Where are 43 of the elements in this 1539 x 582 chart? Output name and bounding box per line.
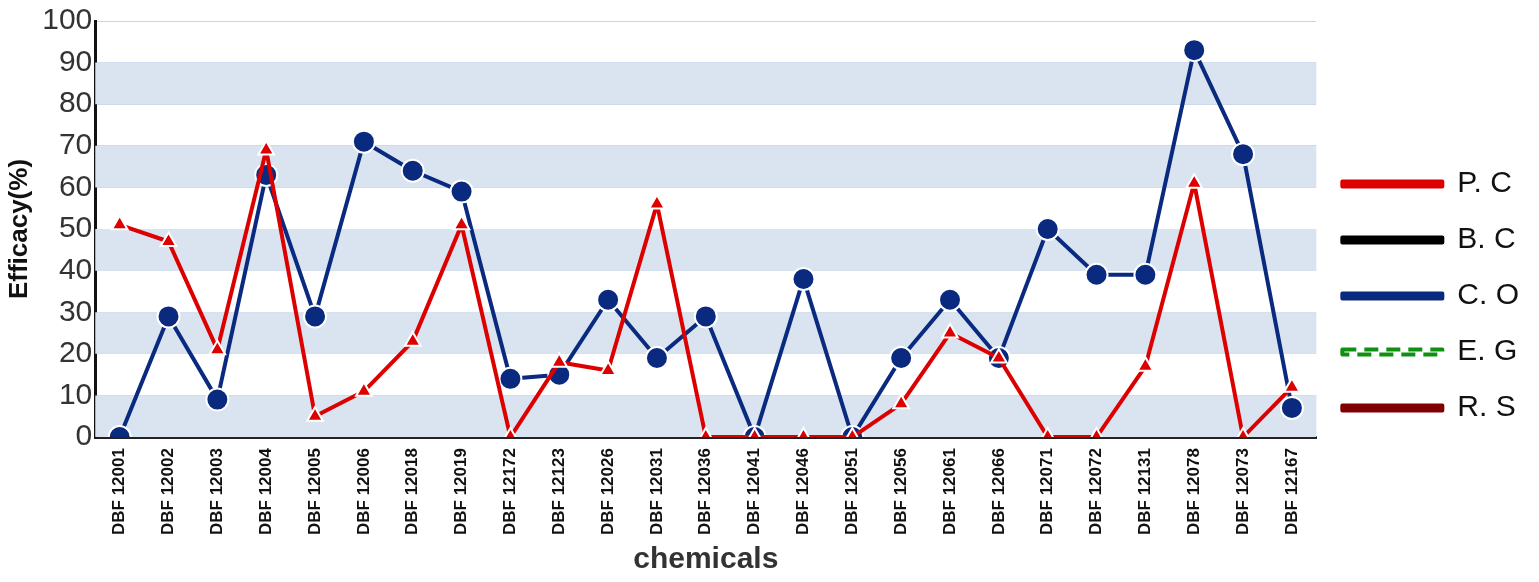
y-tick-label: 20 xyxy=(58,335,93,369)
x-tick-label: DBF 12167 xyxy=(1281,448,1301,535)
x-tick-label: DBF 12131 xyxy=(1135,448,1155,535)
y-tick-label: 10 xyxy=(58,376,93,410)
x-axis-title: chemicals xyxy=(633,541,779,575)
x-tick-label: DBF 12004 xyxy=(255,447,275,535)
x-tick-label: DBF 12066 xyxy=(988,448,1008,535)
x-tick-label: DBF 12041 xyxy=(744,448,764,535)
x-tick-label: DBF 12056 xyxy=(890,448,910,535)
x-tick-label: DBF 12001 xyxy=(109,448,129,535)
x-tick-label: DBF 12071 xyxy=(1037,448,1057,535)
legend-label: R. S xyxy=(1457,389,1516,423)
x-tick-label: DBF 12002 xyxy=(158,448,178,535)
x-tick-label: DBF 12073 xyxy=(1232,448,1252,535)
y-tick-label: 100 xyxy=(42,2,93,36)
x-tick-label: DBF 12018 xyxy=(402,448,422,535)
x-tick-label: DBF 12031 xyxy=(646,448,666,535)
y-tick-label: 80 xyxy=(58,85,93,119)
legend-label: B. C xyxy=(1457,221,1516,255)
x-tick-label: DBF 12061 xyxy=(939,448,959,535)
y-tick-label: 30 xyxy=(58,293,93,327)
x-tick-label: DBF 12172 xyxy=(500,448,520,535)
x-tick-label: DBF 12026 xyxy=(597,448,617,535)
y-tick-label: 40 xyxy=(58,251,93,285)
x-tick-label: DBF 12019 xyxy=(451,448,471,535)
x-tick-label: DBF 12036 xyxy=(695,448,715,535)
x-tick-label: DBF 12046 xyxy=(793,448,813,535)
x-tick-label: DBF 12006 xyxy=(353,448,373,535)
x-tick-label: DBF 12051 xyxy=(842,448,862,535)
y-tick-label: 90 xyxy=(58,43,93,77)
legend-label: C. O xyxy=(1457,277,1519,311)
x-tick-label: DBF 12005 xyxy=(304,448,324,535)
y-tick-label: 0 xyxy=(75,418,93,452)
y-tick-label: 50 xyxy=(58,210,93,244)
legend-label: E. G xyxy=(1457,333,1518,367)
y-tick-label: 70 xyxy=(58,127,93,161)
x-tick-label: DBF 12072 xyxy=(1086,448,1106,535)
x-tick-label: DBF 12003 xyxy=(207,448,227,535)
y-tick-label: 60 xyxy=(58,168,93,202)
legend-label: P. C xyxy=(1457,165,1512,199)
x-tick-label: DBF 12123 xyxy=(548,448,568,535)
x-tick-label: DBF 12078 xyxy=(1183,448,1203,535)
y-axis-title: Efficacy(%) xyxy=(2,158,33,300)
